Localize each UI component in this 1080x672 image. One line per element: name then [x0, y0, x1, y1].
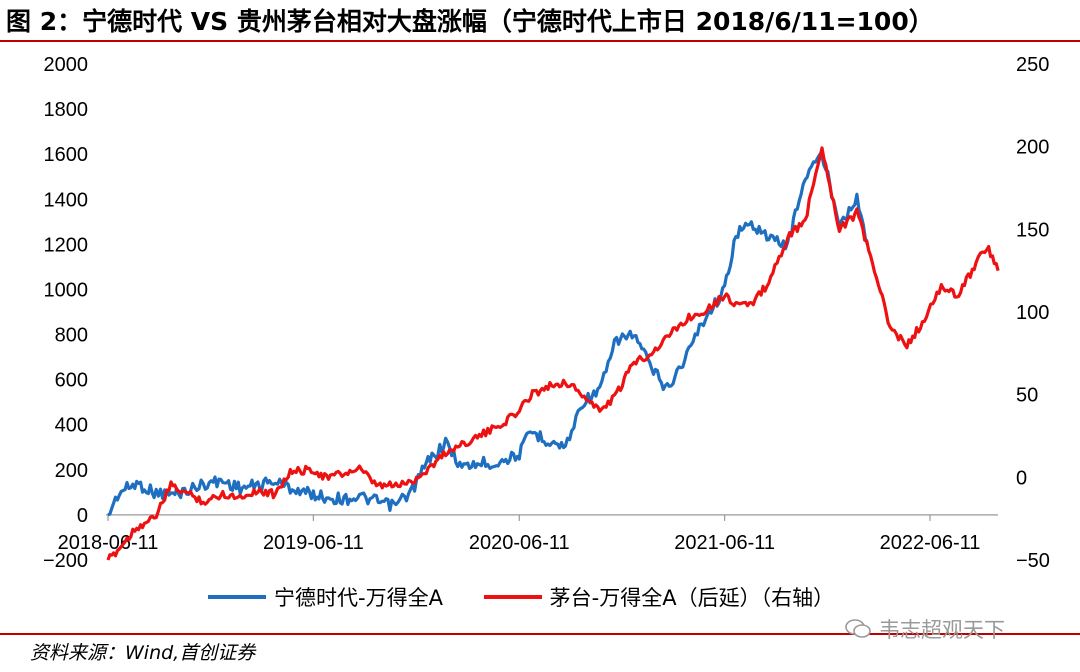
legend-swatch-series-2 [483, 595, 542, 599]
legend: 宁德时代-万得全A 茅台-万得全A（后延）（右轴） [208, 580, 868, 612]
y-right-tick-label: −50 [1016, 550, 1050, 572]
y-left-tick-label: 200 [55, 460, 88, 482]
y-left-tick-label: 1200 [44, 234, 89, 256]
y-left-tick-label: 1600 [44, 144, 89, 166]
figure-title: 图 2：宁德时代 VS 贵州茅台相对大盘涨幅（宁德时代上市日 2018/6/11… [6, 7, 934, 36]
y-left-tick-label: 0 [77, 505, 88, 527]
y-right-tick-label: 250 [1016, 54, 1049, 76]
y-right-tick-label: 100 [1016, 302, 1049, 324]
footer-rule [0, 633, 1080, 635]
series-line-1 [107, 152, 869, 517]
source-note: 资料来源：Wind,首创证券 [30, 642, 256, 664]
y-left-tick-label: 1400 [44, 189, 89, 211]
y-right-tick-label: 150 [1016, 219, 1049, 241]
y-left-tick-label: −200 [43, 550, 88, 572]
series-line-2 [106, 146, 1000, 561]
legend-swatch-series-1 [208, 595, 266, 599]
x-tick-label: 2018-06-11 [58, 532, 159, 554]
y-left-tick-label: 2000 [44, 54, 89, 76]
legend-item-series-2: 茅台-万得全A（后延）（右轴） [483, 582, 835, 612]
x-tick-label: 2021-06-11 [674, 532, 775, 554]
y-left-tick-label: 400 [55, 415, 88, 437]
y-right-tick-label: 200 [1016, 137, 1049, 159]
x-tick-label: 2019-06-11 [263, 532, 364, 554]
legend-item-series-1: 宁德时代-万得全A [208, 582, 443, 612]
legend-label-series-1: 宁德时代-万得全A [274, 586, 443, 610]
watermark: 韦志超观天下 [845, 614, 1005, 644]
y-left-tick-label: 1800 [44, 99, 89, 121]
wechat-icon [845, 619, 871, 638]
watermark-text: 韦志超观天下 [879, 618, 1005, 642]
title-rule [0, 40, 1080, 42]
x-tick-label: 2022-06-11 [880, 532, 981, 554]
y-left-tick-label: 800 [55, 325, 88, 347]
y-right-tick-label: 50 [1016, 385, 1038, 407]
x-tick-label: 2020-06-11 [469, 532, 570, 554]
y-right-tick-label: 0 [1016, 467, 1027, 489]
y-left-tick-label: 1000 [44, 279, 89, 301]
legend-label-series-2: 茅台-万得全A（后延）（右轴） [549, 586, 835, 610]
y-left-tick-label: 600 [55, 370, 88, 392]
